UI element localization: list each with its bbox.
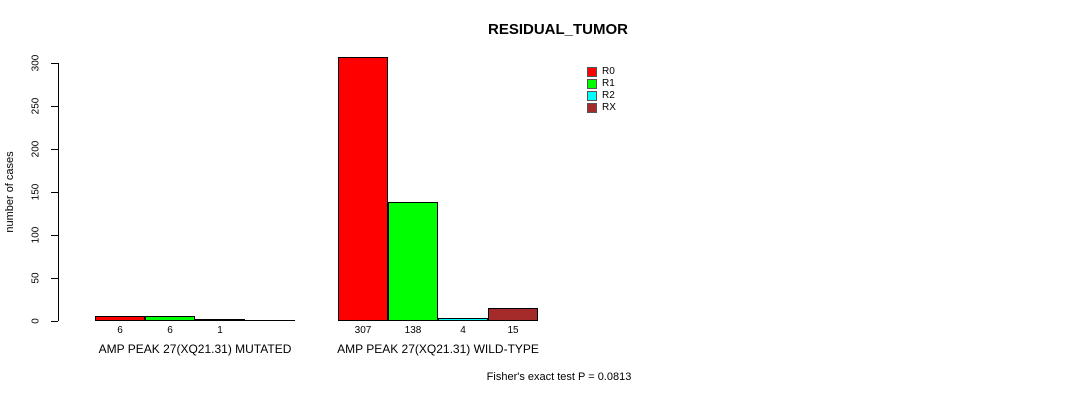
- y-axis-line: [58, 63, 59, 321]
- bar-value-label: 15: [507, 325, 519, 336]
- bar-value-label: 1: [217, 325, 223, 336]
- y-tick-mark: [51, 235, 58, 236]
- legend-swatch-r1: [587, 79, 597, 89]
- bar-r2: [438, 318, 488, 321]
- legend-item: R2: [587, 90, 616, 102]
- bar-r0: [95, 316, 145, 321]
- legend-swatch-r0: [587, 67, 597, 77]
- legend-item: R1: [587, 78, 616, 90]
- bar-value-label: 307: [354, 325, 372, 336]
- bar-value-label: 6: [117, 325, 123, 336]
- bar-rx: [488, 308, 538, 321]
- bar-rx-zero: [245, 320, 295, 321]
- legend-label: R2: [602, 90, 615, 101]
- bar-r0: [338, 57, 388, 321]
- legend-item: R0: [587, 66, 616, 78]
- group-label: AMP PEAK 27(XQ21.31) MUTATED: [98, 342, 292, 356]
- y-tick-mark: [51, 278, 58, 279]
- fisher-test-note: Fisher's exact test P = 0.0813: [486, 371, 632, 383]
- y-axis-label: number of cases: [4, 151, 16, 233]
- legend-swatch-r2: [587, 91, 597, 101]
- y-tick-label: 300: [30, 54, 42, 72]
- bar-r1: [388, 202, 438, 321]
- group-label: AMP PEAK 27(XQ21.31) WILD-TYPE: [337, 342, 539, 356]
- y-tick-mark: [51, 106, 58, 107]
- bar-value-label: 4: [460, 325, 466, 336]
- y-tick-mark: [51, 149, 58, 150]
- y-tick-label: 200: [30, 140, 42, 158]
- y-tick-label: 150: [30, 183, 42, 201]
- bar-value-label: 138: [404, 325, 422, 336]
- chart-title: RESIDUAL_TUMOR: [487, 21, 629, 38]
- y-tick-label: 100: [30, 226, 42, 244]
- y-tick-mark: [51, 63, 58, 64]
- y-tick-label: 50: [30, 272, 42, 284]
- bar-value-label: 6: [167, 325, 173, 336]
- legend-swatch-rx: [587, 103, 597, 113]
- bar-r1: [145, 316, 195, 321]
- y-tick-mark: [51, 192, 58, 193]
- legend-label: R0: [602, 66, 615, 77]
- legend-label: R1: [602, 78, 615, 89]
- legend-item: RX: [587, 102, 616, 114]
- y-tick-mark: [51, 321, 58, 322]
- bar-r2: [195, 319, 245, 321]
- y-tick-label: 0: [30, 318, 42, 324]
- y-tick-label: 250: [30, 97, 42, 115]
- legend-label: RX: [602, 102, 616, 113]
- legend: R0 R1 R2 RX: [587, 66, 616, 114]
